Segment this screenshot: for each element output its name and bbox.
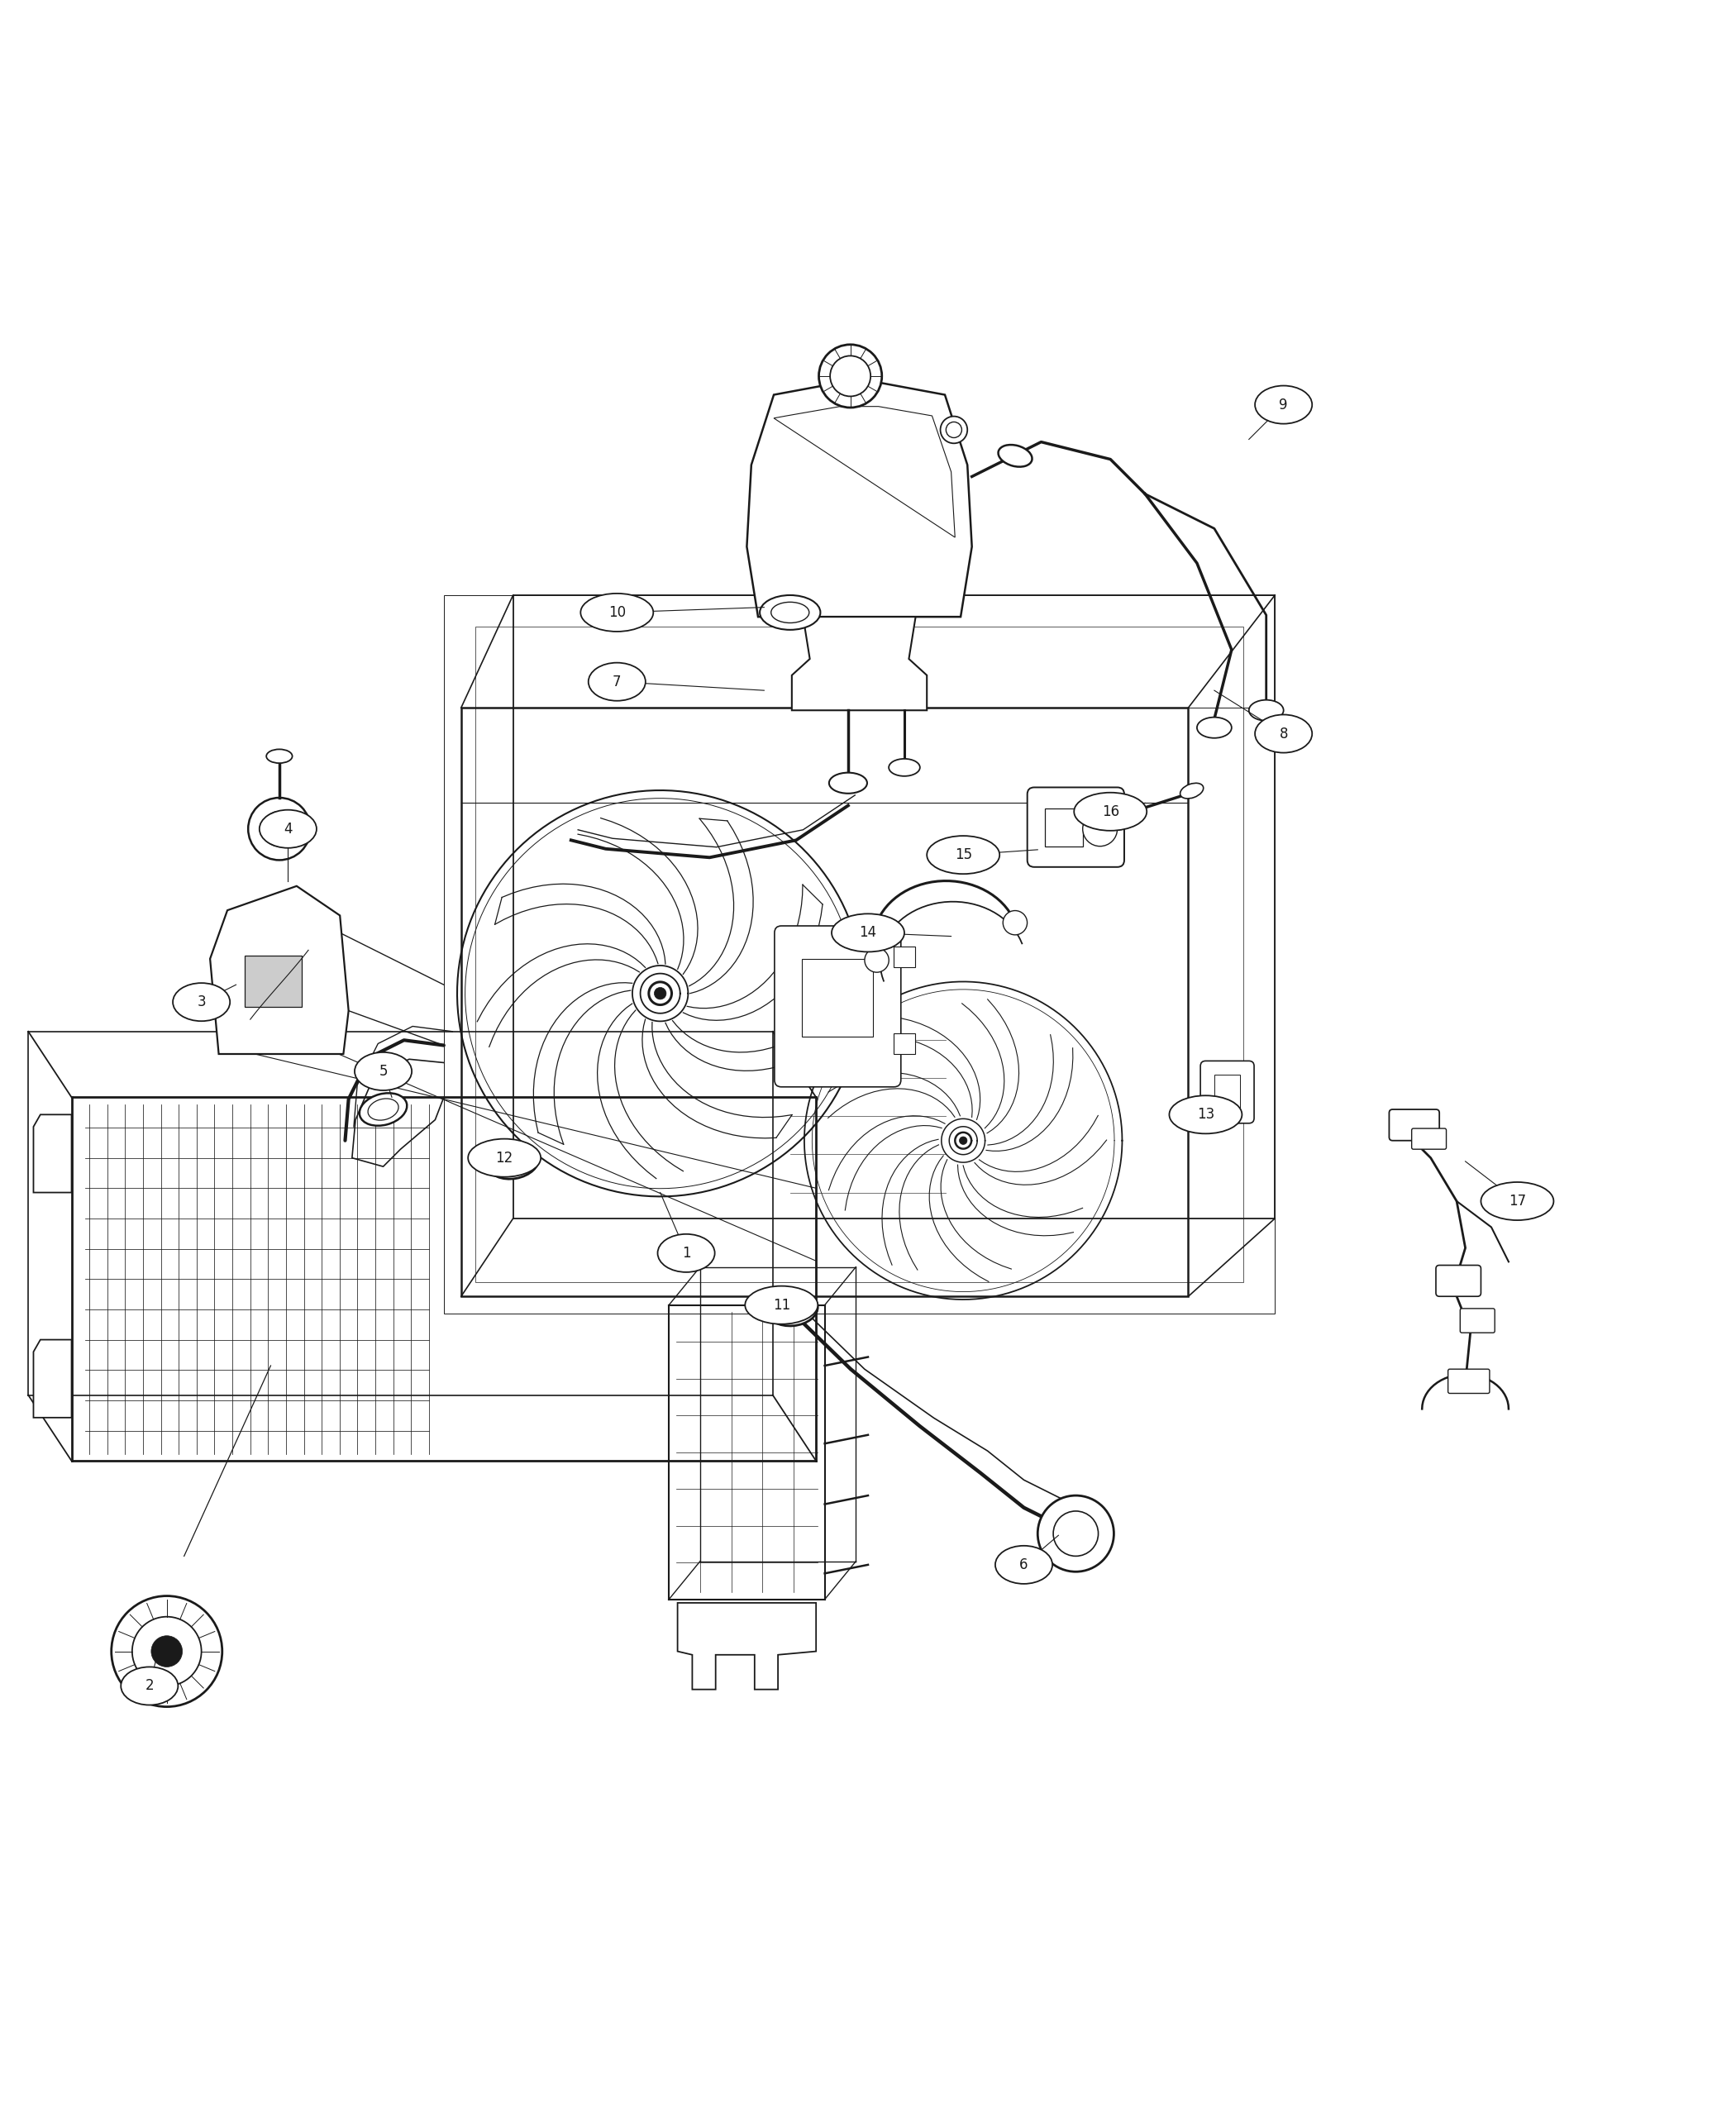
Ellipse shape — [174, 982, 229, 1020]
Text: 6: 6 — [1019, 1558, 1028, 1573]
Circle shape — [960, 1136, 967, 1145]
Ellipse shape — [469, 1138, 542, 1176]
Ellipse shape — [760, 594, 821, 630]
Circle shape — [946, 422, 962, 438]
Circle shape — [151, 1636, 182, 1667]
FancyBboxPatch shape — [1389, 1109, 1439, 1140]
Bar — [802, 959, 873, 1037]
Ellipse shape — [359, 1094, 406, 1126]
Ellipse shape — [998, 445, 1033, 466]
Ellipse shape — [766, 1290, 818, 1326]
Ellipse shape — [771, 603, 809, 622]
Text: 14: 14 — [859, 925, 877, 940]
Circle shape — [865, 949, 889, 972]
Text: 2: 2 — [146, 1678, 155, 1693]
Text: 4: 4 — [283, 822, 292, 837]
Text: 16: 16 — [1102, 803, 1120, 820]
Text: 12: 12 — [495, 1151, 514, 1166]
Text: 9: 9 — [1279, 396, 1288, 413]
Ellipse shape — [927, 837, 1000, 875]
Text: 3: 3 — [196, 995, 207, 1010]
Polygon shape — [33, 1341, 71, 1417]
Polygon shape — [677, 1602, 816, 1689]
Polygon shape — [792, 618, 927, 710]
Circle shape — [649, 982, 672, 1003]
FancyBboxPatch shape — [774, 925, 901, 1088]
FancyBboxPatch shape — [1028, 788, 1125, 866]
FancyBboxPatch shape — [1200, 1060, 1253, 1124]
FancyBboxPatch shape — [1448, 1368, 1489, 1393]
Ellipse shape — [1248, 700, 1283, 721]
Bar — [476, 626, 1243, 1282]
Ellipse shape — [580, 594, 653, 632]
FancyBboxPatch shape — [1460, 1309, 1495, 1332]
Bar — [1213, 1075, 1240, 1109]
Circle shape — [1054, 1511, 1099, 1556]
Ellipse shape — [658, 1233, 715, 1271]
Ellipse shape — [1481, 1183, 1554, 1221]
Bar — [514, 594, 1274, 1218]
Text: 5: 5 — [378, 1065, 387, 1079]
Ellipse shape — [266, 748, 292, 763]
Bar — [444, 594, 1274, 1313]
Ellipse shape — [1255, 715, 1312, 753]
Ellipse shape — [1180, 782, 1203, 799]
Polygon shape — [746, 384, 972, 618]
Ellipse shape — [832, 913, 904, 953]
Text: 11: 11 — [773, 1299, 790, 1313]
Ellipse shape — [368, 1098, 399, 1119]
Ellipse shape — [488, 1145, 538, 1178]
Text: 13: 13 — [1196, 1107, 1215, 1121]
Ellipse shape — [1255, 386, 1312, 424]
Polygon shape — [33, 1115, 71, 1193]
Bar — [462, 708, 1189, 1296]
Text: 10: 10 — [608, 605, 625, 620]
Ellipse shape — [1075, 793, 1147, 831]
Circle shape — [819, 344, 882, 407]
Ellipse shape — [776, 1296, 809, 1320]
Bar — [1045, 807, 1083, 845]
Text: 17: 17 — [1509, 1193, 1526, 1208]
Circle shape — [1003, 911, 1028, 934]
Polygon shape — [774, 407, 955, 538]
Ellipse shape — [589, 662, 646, 700]
Ellipse shape — [259, 809, 316, 847]
FancyBboxPatch shape — [1436, 1265, 1481, 1296]
Ellipse shape — [496, 1149, 529, 1172]
FancyBboxPatch shape — [1411, 1128, 1446, 1149]
Circle shape — [1038, 1495, 1115, 1573]
Polygon shape — [245, 955, 302, 1008]
Ellipse shape — [830, 774, 868, 793]
Polygon shape — [210, 885, 349, 1054]
Ellipse shape — [745, 1286, 818, 1324]
Ellipse shape — [122, 1667, 179, 1705]
Ellipse shape — [1196, 717, 1231, 738]
Circle shape — [248, 797, 311, 860]
Circle shape — [132, 1617, 201, 1686]
Text: 7: 7 — [613, 675, 621, 689]
Bar — [894, 946, 915, 968]
Text: 8: 8 — [1279, 727, 1288, 742]
Ellipse shape — [354, 1052, 411, 1090]
Circle shape — [262, 812, 297, 845]
Circle shape — [111, 1596, 222, 1707]
Ellipse shape — [1170, 1096, 1241, 1134]
Circle shape — [941, 415, 967, 443]
Text: 1: 1 — [682, 1246, 691, 1261]
Ellipse shape — [995, 1545, 1052, 1583]
Circle shape — [830, 356, 870, 396]
Bar — [894, 1033, 915, 1054]
Circle shape — [1083, 812, 1118, 845]
Text: 15: 15 — [955, 847, 972, 862]
Circle shape — [955, 1132, 970, 1149]
Circle shape — [654, 987, 667, 999]
Ellipse shape — [889, 759, 920, 776]
